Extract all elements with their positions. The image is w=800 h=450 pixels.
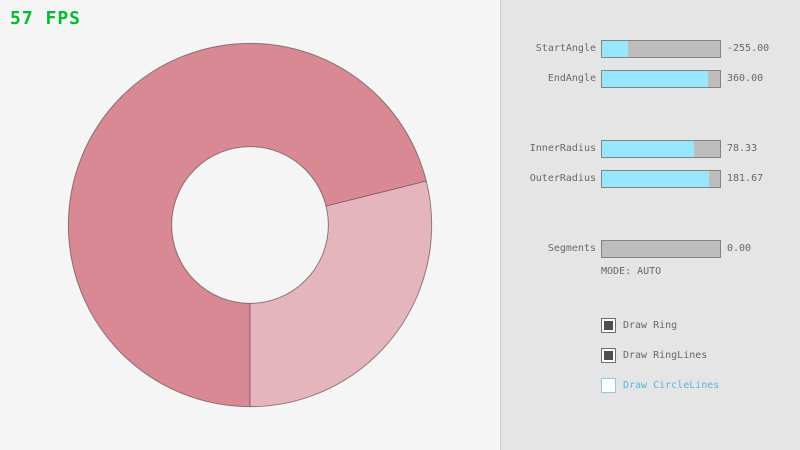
innerradius-value: 78.33 xyxy=(727,143,758,154)
checkmark-fill-icon xyxy=(604,351,613,360)
slider-row-outerradius: OuterRadius 181.67 xyxy=(501,170,800,188)
outerradius-value: 181.67 xyxy=(727,173,764,184)
segments-mode-label: MODE: AUTO xyxy=(601,266,662,277)
controls-panel: StartAngle -255.00 EndAngle 360.00 Inner… xyxy=(500,0,800,450)
startangle-value: -255.00 xyxy=(727,43,770,54)
slider-label-segments: Segments xyxy=(547,243,596,254)
checkbox-label: Draw CircleLines xyxy=(623,380,720,391)
outerradius-slider[interactable] xyxy=(601,170,721,188)
slider-fill-bar xyxy=(602,71,709,87)
slider-row-startangle: StartAngle -255.00 xyxy=(501,40,800,58)
slider-label-outerradius: OuterRadius xyxy=(529,173,596,184)
checkmark-fill-icon xyxy=(604,321,613,330)
endangle-value: 360.00 xyxy=(727,73,764,84)
endangle-slider[interactable] xyxy=(601,70,721,88)
slider-fill-bar xyxy=(602,41,628,57)
segments-value: 0.00 xyxy=(727,243,752,254)
fps-counter: 57 FPS xyxy=(10,8,82,29)
slider-fill-bar xyxy=(602,141,695,157)
slider-fill-bar xyxy=(602,171,710,187)
slider-label-startangle: StartAngle xyxy=(535,43,596,54)
checkbox-box-icon[interactable] xyxy=(601,378,616,393)
startangle-slider[interactable] xyxy=(601,40,721,58)
slider-row-segments: Segments 0.00 xyxy=(501,240,800,258)
checkbox-label: Draw Ring xyxy=(623,320,678,331)
slider-label-endangle: EndAngle xyxy=(547,73,596,84)
slider-label-innerradius: InnerRadius xyxy=(529,143,596,154)
segments-slider[interactable] xyxy=(601,240,721,258)
innerradius-slider[interactable] xyxy=(601,140,721,158)
slider-row-endangle: EndAngle 360.00 xyxy=(501,70,800,88)
checkbox-box-icon[interactable] xyxy=(601,318,616,333)
checkbox-label: Draw RingLines xyxy=(623,350,708,361)
checkbox-box-icon[interactable] xyxy=(601,348,616,363)
slider-row-innerradius: InnerRadius 78.33 xyxy=(501,140,800,158)
